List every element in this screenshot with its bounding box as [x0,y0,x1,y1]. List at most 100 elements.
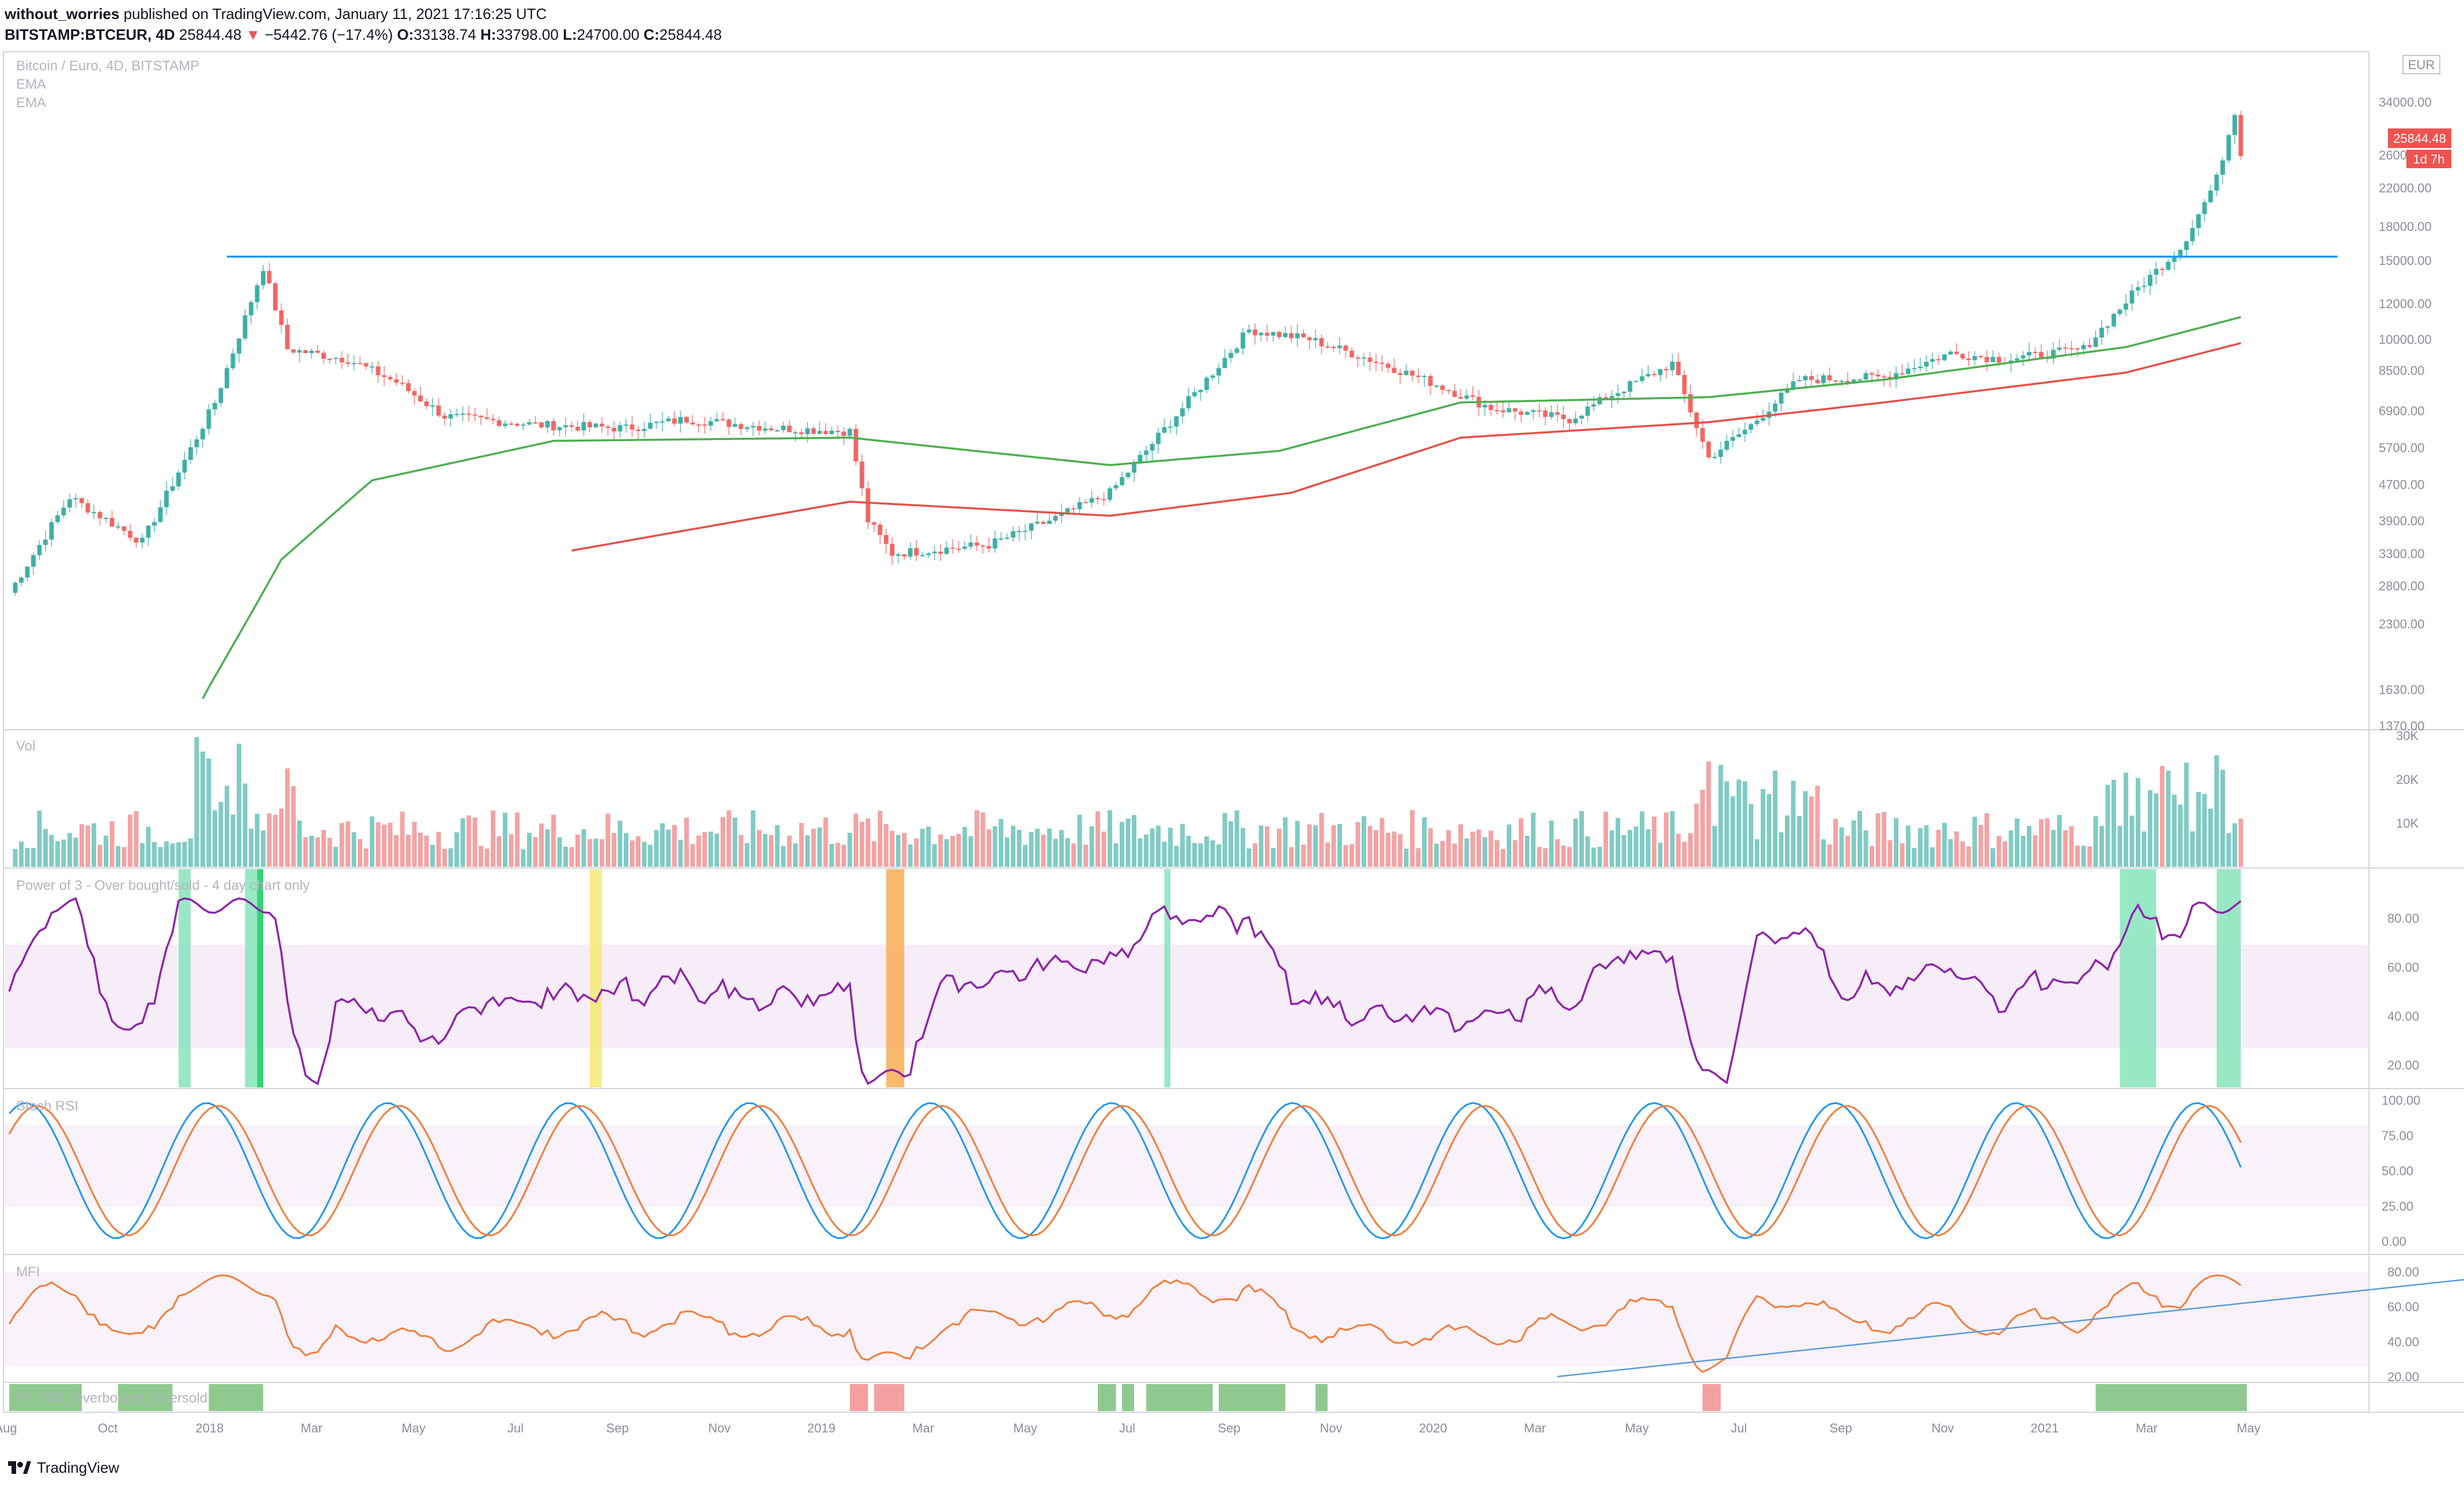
volume-bar [1301,844,1306,867]
volume-bar [569,847,574,867]
volume-bar [1458,824,1463,867]
candle-body [1017,530,1022,532]
candle-body [37,545,42,555]
candle-body [721,419,725,420]
volume-bar [134,811,139,867]
candle-body [1355,357,1360,359]
volume-bar [333,847,338,867]
candle-body [1688,394,1693,413]
candle-body [1186,396,1191,408]
power-highlight-band [2216,869,2241,1087]
candle-body [206,409,211,429]
candle-body [1337,346,1342,348]
volume-bar [702,832,707,867]
tradingview-logo-icon[interactable] [8,1460,31,1475]
candle-body [2063,347,2068,349]
candle-body [1827,375,1832,381]
volume-bar [1773,770,1777,867]
candle-body [975,542,979,546]
volume-bar [273,814,278,867]
candle-body [1984,357,1989,362]
volume-bar [1307,824,1312,867]
candle-body [630,424,635,430]
volume-bar [303,837,308,867]
candle-body [255,285,260,302]
time-tick-label: Jul [507,1421,524,1435]
volume-bar [1718,765,1723,867]
author-name[interactable]: without_worries [5,5,120,22]
symbol-label[interactable]: BITSTAMP:BTCEUR, 4D [5,26,175,43]
power-highlight-band [257,869,263,1087]
mfi-trendline[interactable] [1557,1277,2464,1378]
candle-body [2087,345,2092,347]
footer-brand[interactable]: TradingView [37,1458,120,1476]
price-tick-label: 10000.00 [2379,332,2432,347]
candle-body [1972,356,1977,361]
candle-body [1525,412,1530,415]
candle-body [1519,411,1523,415]
volume-bar [2124,772,2128,867]
volume-bar [1452,843,1457,867]
volume-bar [315,837,320,867]
candle-body [575,427,580,431]
volume-bar [1253,843,1257,867]
volume-bar [1404,848,1409,867]
candle-body [1192,392,1197,396]
candle-body [1398,373,1402,376]
candle-body [1295,333,1300,339]
volume-bar [605,813,611,867]
volume-bar [1144,834,1148,867]
ema-red-line[interactable] [571,342,2241,552]
volume-bar [2208,809,2213,867]
candle-body [1198,389,1203,392]
candle-body [1138,454,1143,463]
last-price: 25844.48 [179,26,242,43]
open-label: O: [397,26,414,43]
candle-body [1924,361,1929,367]
candle-body [1858,379,1862,381]
published-text: published on TradingView.com, January 11… [123,5,547,22]
candle-body [2069,348,2074,350]
candle-body [152,522,157,526]
power-of-3-line [8,897,2242,1086]
candle-body [805,428,810,434]
candle-body [297,350,302,353]
volume-bar [467,815,471,867]
ema-green-line[interactable] [202,316,2241,699]
currency-badge[interactable] [2402,55,2440,74]
candle-body [1991,357,1995,362]
candle-body [1241,332,1245,349]
volume-bar [745,843,749,867]
candle-body [430,405,435,407]
volume-bar [2112,779,2116,867]
candle-body [1113,485,1119,488]
volume-bar [975,810,979,867]
volume-bar [182,841,187,867]
time-tick-label: 2020 [1419,1421,1447,1435]
volume-bar [1652,816,1656,867]
volume-bar [944,839,949,867]
volume-bar [146,827,151,867]
volume-bar [612,833,616,867]
candle-body [2051,350,2056,359]
candle-body [793,432,798,434]
volume-bar [1676,833,1681,867]
volume-bar [1071,843,1076,867]
power-tick-label: 80.00 [2387,911,2419,926]
volume-bar [1512,840,1518,867]
candle-body [2129,290,2135,304]
price-axis-ticks: 34000.0026000.0022000.0018000.0015000.00… [2379,95,2432,733]
volume-bar [896,835,901,867]
volume-bar [1749,804,1753,867]
candle-body [1978,356,1983,358]
chart-canvas[interactable]: Bitcoin / Euro, 4D, BITSTAMP EMA EMA Vol… [0,46,2464,1451]
candle-body [1053,515,1058,521]
candle-body [666,418,671,422]
volume-bar [968,836,973,867]
volume-bar [1906,825,1910,867]
candle-body [472,414,477,416]
candle-body [878,524,882,535]
volume-bar [1918,828,1923,867]
volume-bar [2220,769,2225,867]
volume-bar [346,821,350,867]
